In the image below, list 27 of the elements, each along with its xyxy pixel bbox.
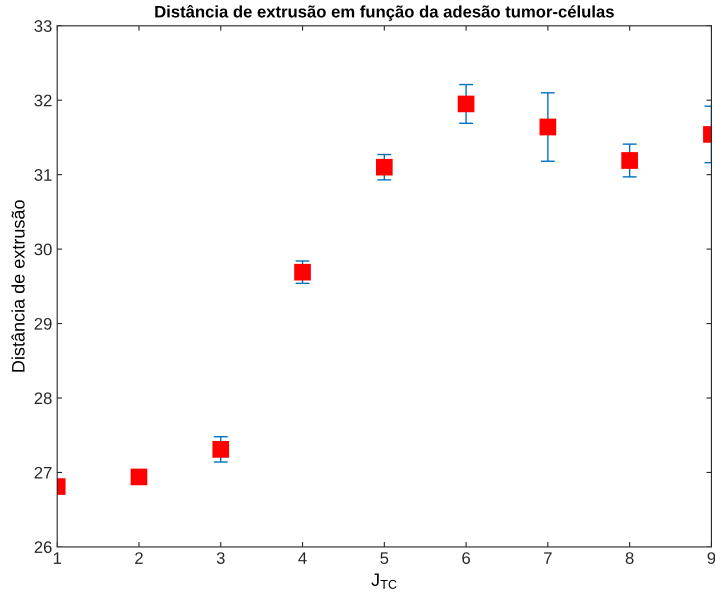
point <box>621 152 638 169</box>
point <box>212 441 230 458</box>
y-tick-label: 26 <box>34 541 52 554</box>
x-tick-label: 9 <box>708 552 715 564</box>
x-tick-label: 7 <box>544 552 552 564</box>
y-tick-label: 33 <box>34 20 52 32</box>
y-tick-label: 31 <box>34 169 52 181</box>
x-tick-label: 6 <box>462 552 470 564</box>
y-tick-label: 28 <box>34 392 52 404</box>
y-tick-label: 32 <box>34 94 52 106</box>
point <box>540 118 556 136</box>
x-tick-label: 3 <box>216 552 225 564</box>
point <box>376 158 393 176</box>
point <box>130 468 148 486</box>
x-tick-label: 1 <box>54 552 62 564</box>
x-tick-label: 8 <box>626 552 634 564</box>
x-axis-title: J$_{TC}$ <box>371 573 397 589</box>
x-tick-label: 4 <box>298 552 307 564</box>
x-tick-label: 5 <box>380 552 388 564</box>
y-tick-label: 27 <box>34 466 52 478</box>
y-tick-label: 30 <box>34 244 52 256</box>
point <box>458 96 474 112</box>
y-tick-label: 29 <box>34 318 52 330</box>
y-axis-title: Distância de extrusão <box>11 200 25 372</box>
chart-title: Distância de extrusão em função da adesão tumor-células <box>155 4 614 21</box>
point <box>294 264 311 281</box>
x-tick-label: 2 <box>135 552 143 564</box>
